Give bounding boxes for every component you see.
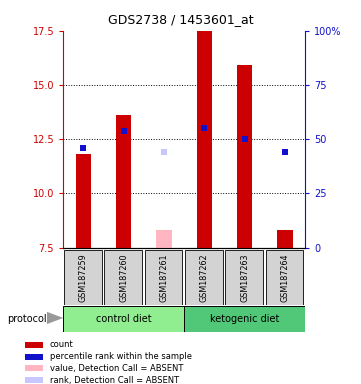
Bar: [25, 365, 43, 371]
Text: control diet: control diet: [96, 314, 152, 324]
Text: percentile rank within the sample: percentile rank within the sample: [49, 352, 192, 361]
Bar: [237, 65, 252, 248]
Text: ketogenic diet: ketogenic diet: [210, 314, 279, 324]
Bar: [225, 250, 263, 305]
Text: value, Detection Call = ABSENT: value, Detection Call = ABSENT: [49, 364, 183, 372]
Bar: [25, 354, 43, 360]
Text: rank, Detection Call = ABSENT: rank, Detection Call = ABSENT: [49, 376, 179, 384]
Text: count: count: [49, 340, 73, 349]
Polygon shape: [47, 312, 63, 324]
Bar: [116, 115, 131, 248]
Text: GSM187264: GSM187264: [280, 253, 290, 302]
Bar: [277, 230, 292, 248]
Bar: [25, 377, 43, 383]
Text: GDS2738 / 1453601_at: GDS2738 / 1453601_at: [108, 13, 253, 26]
Bar: [197, 31, 212, 248]
Bar: [76, 154, 91, 248]
Text: GSM187261: GSM187261: [160, 253, 169, 302]
Text: GSM187259: GSM187259: [79, 253, 88, 302]
Bar: [63, 306, 184, 332]
Text: protocol: protocol: [7, 314, 47, 324]
Bar: [104, 250, 142, 305]
Text: GSM187260: GSM187260: [119, 253, 128, 302]
Bar: [185, 250, 223, 305]
Bar: [64, 250, 102, 305]
Bar: [266, 250, 304, 305]
Bar: [145, 250, 183, 305]
Bar: [25, 341, 43, 348]
Text: GSM187263: GSM187263: [240, 253, 249, 302]
Bar: [184, 306, 305, 332]
Bar: [156, 230, 171, 248]
Text: GSM187262: GSM187262: [200, 253, 209, 302]
